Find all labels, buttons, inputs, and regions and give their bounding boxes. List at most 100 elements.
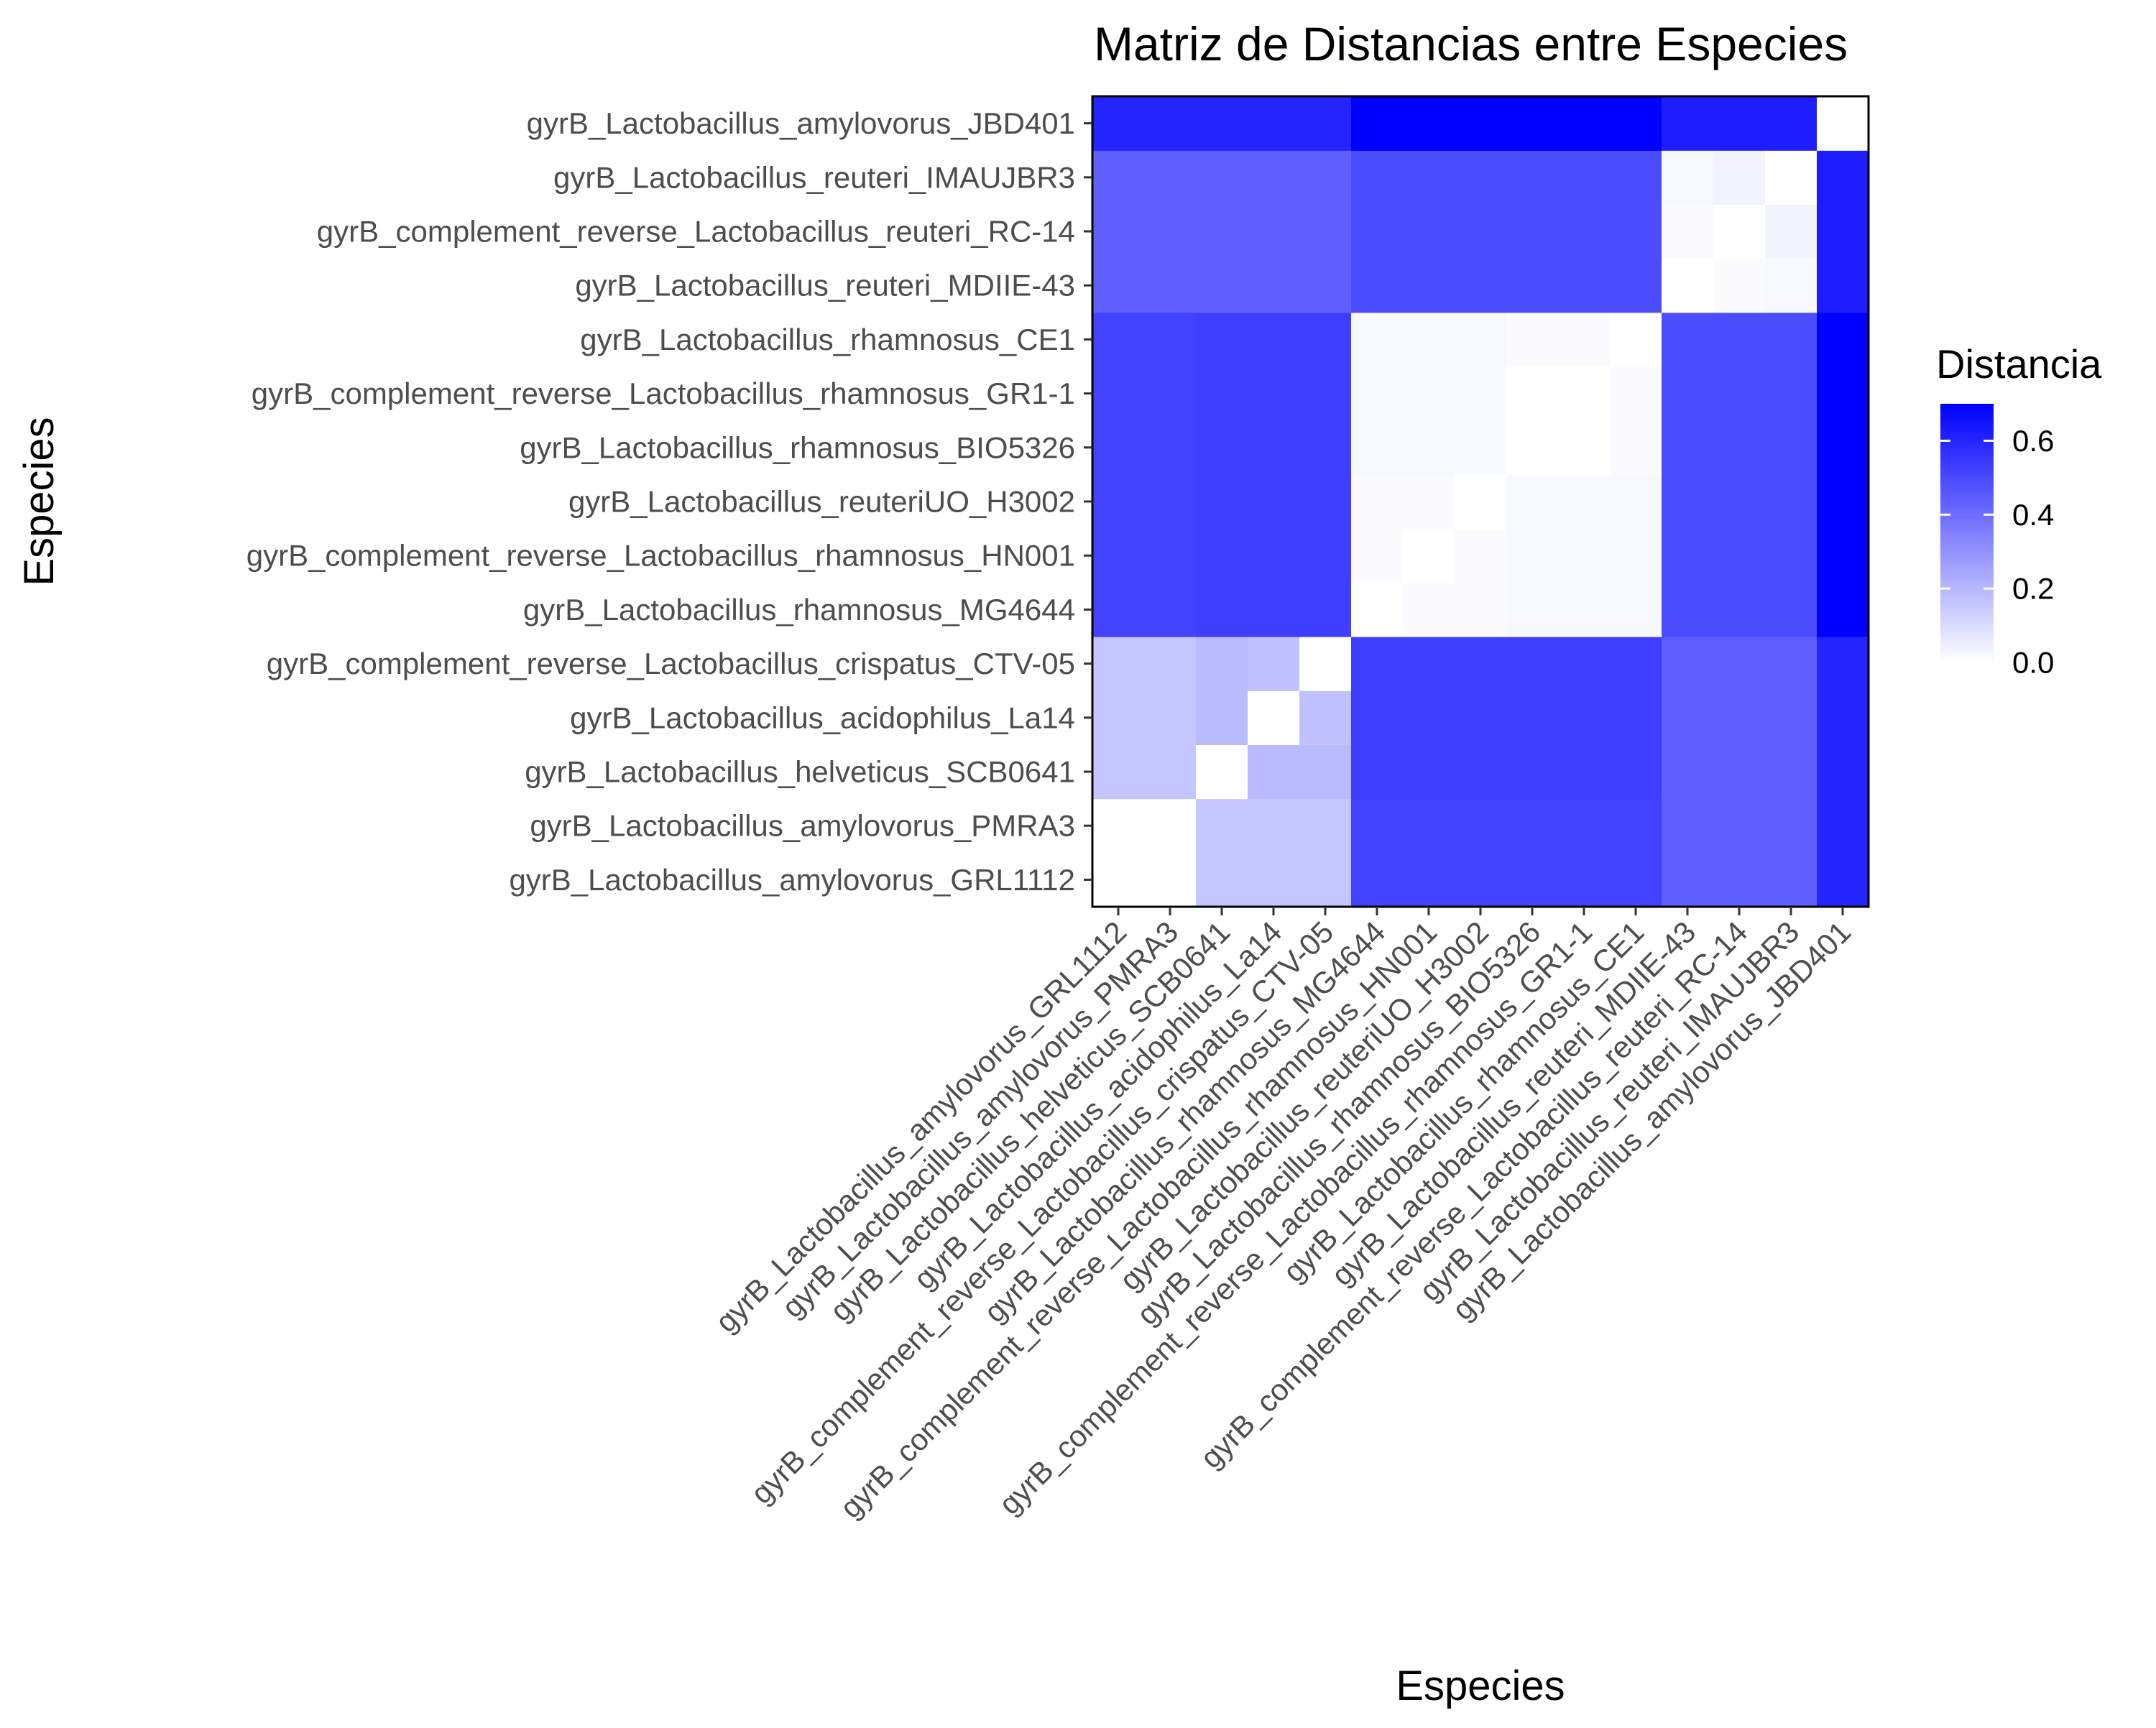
- x-axis-title: Especies: [1396, 1663, 1565, 1709]
- heatmap-cell: [1558, 852, 1611, 907]
- heatmap-cell: [1817, 258, 1869, 313]
- heatmap-cell: [1765, 312, 1818, 367]
- heatmap-cell: [1817, 150, 1869, 205]
- heatmap-cell: [1351, 798, 1404, 854]
- heatmap-cell: [1196, 798, 1248, 854]
- heatmap-cell: [1299, 312, 1352, 367]
- legend-tick-label: 0.2: [2012, 572, 2054, 606]
- heatmap-cell: [1713, 690, 1766, 745]
- heatmap-cell: [1455, 420, 1507, 475]
- heatmap-cell: [1610, 852, 1662, 907]
- heatmap-cell: [1092, 258, 1145, 313]
- y-tick-label: gyrB_complement_reverse_Lactobacillus_rh…: [247, 539, 1075, 573]
- heatmap-cell: [1196, 204, 1248, 259]
- heatmap-cell: [1299, 744, 1352, 800]
- y-tick-label: gyrB_Lactobacillus_reuteriUO_H3002: [568, 485, 1075, 519]
- heatmap-cell: [1610, 96, 1662, 151]
- heatmap-cell: [1558, 582, 1611, 637]
- heatmap-cell: [1351, 582, 1404, 637]
- heatmap-cell: [1610, 798, 1662, 854]
- y-tick-label: gyrB_complement_reverse_Lactobacillus_cr…: [267, 647, 1075, 680]
- heatmap-cell: [1144, 852, 1197, 907]
- heatmap-cell: [1196, 528, 1248, 583]
- heatmap-cell: [1403, 96, 1455, 151]
- heatmap-cell: [1506, 744, 1559, 800]
- heatmap-cell: [1196, 582, 1248, 637]
- heatmap-cell: [1662, 528, 1714, 583]
- heatmap-cell: [1248, 420, 1300, 475]
- heatmap-cell: [1713, 637, 1766, 691]
- heatmap-cell: [1713, 474, 1766, 530]
- heatmap-cell: [1299, 366, 1352, 421]
- heatmap-cell: [1403, 852, 1455, 907]
- heatmap-cell: [1713, 366, 1766, 421]
- heatmap-cell: [1196, 744, 1248, 800]
- heatmap-cell: [1092, 150, 1145, 205]
- heatmap-cell: [1092, 312, 1145, 367]
- heatmap-cell: [1403, 150, 1455, 205]
- heatmap-cell: [1351, 474, 1404, 530]
- heatmap-cell: [1713, 744, 1766, 800]
- heatmap-cell: [1610, 312, 1662, 367]
- heatmap-cell: [1817, 798, 1869, 854]
- heatmap-cell: [1506, 798, 1559, 854]
- heatmap-cell: [1403, 528, 1455, 583]
- heatmap-cell: [1196, 420, 1248, 475]
- heatmap-cell: [1196, 690, 1248, 745]
- heatmap-cell: [1817, 582, 1869, 637]
- heatmap-cell: [1817, 528, 1869, 583]
- heatmap-cell: [1248, 744, 1300, 800]
- heatmap-cell: [1403, 420, 1455, 475]
- heatmap-cell: [1196, 258, 1248, 313]
- heatmap-cell: [1558, 637, 1611, 691]
- heatmap-cell: [1248, 258, 1300, 313]
- heatmap-cell: [1092, 528, 1145, 583]
- heatmap-cell: [1403, 690, 1455, 745]
- heatmap-cell: [1403, 258, 1455, 313]
- heatmap-cell: [1713, 204, 1766, 259]
- heatmap-cell: [1662, 690, 1714, 745]
- heatmap-cell: [1351, 366, 1404, 421]
- heatmap-cell: [1144, 420, 1197, 475]
- heatmap-cell: [1455, 690, 1507, 745]
- heatmap-cell: [1403, 798, 1455, 854]
- heatmap-cell: [1248, 690, 1300, 745]
- heatmap-cell: [1299, 204, 1352, 259]
- heatmap-cell: [1299, 96, 1352, 151]
- heatmap-cell: [1092, 474, 1145, 530]
- heatmap-cell: [1092, 637, 1145, 691]
- heatmap-cell: [1248, 96, 1300, 151]
- legend: Distancia 0.0 0.2 0.4 0.6: [1936, 341, 2102, 680]
- heatmap-cell: [1455, 852, 1507, 907]
- heatmap-cell: [1817, 204, 1869, 259]
- heatmap-cell: [1299, 798, 1352, 854]
- heatmap-cell: [1403, 312, 1455, 367]
- heatmap-cell: [1144, 528, 1197, 583]
- heatmap-cell: [1403, 204, 1455, 259]
- heatmap-cell: [1817, 474, 1869, 530]
- heatmap-cell: [1196, 150, 1248, 205]
- heatmap-cell: [1351, 204, 1404, 259]
- heatmap-cell: [1144, 690, 1197, 745]
- heatmap-cell: [1817, 744, 1869, 800]
- heatmap-cell: [1713, 258, 1766, 313]
- heatmap-cell: [1506, 312, 1559, 367]
- heatmap-cell: [1455, 312, 1507, 367]
- heatmap-cell: [1403, 366, 1455, 421]
- heatmap-cell: [1506, 258, 1559, 313]
- y-tick-label: gyrB_complement_reverse_Lactobacillus_rh…: [252, 376, 1075, 410]
- heatmap-cell: [1817, 312, 1869, 367]
- heatmap-cell: [1558, 690, 1611, 745]
- y-axis-title: Especies: [16, 417, 63, 586]
- heatmap-cell: [1455, 258, 1507, 313]
- heatmap-cell: [1092, 204, 1145, 259]
- heatmap-cell: [1248, 528, 1300, 583]
- legend-ticks: 0.0 0.2 0.4 0.6: [1940, 424, 2054, 680]
- heatmap-cell: [1558, 798, 1611, 854]
- x-axis-ticks: [1117, 907, 1844, 915]
- heatmap-cell: [1558, 366, 1611, 421]
- heatmap-cell: [1196, 366, 1248, 421]
- heatmap-cell: [1455, 474, 1507, 530]
- heatmap-cell: [1765, 150, 1818, 205]
